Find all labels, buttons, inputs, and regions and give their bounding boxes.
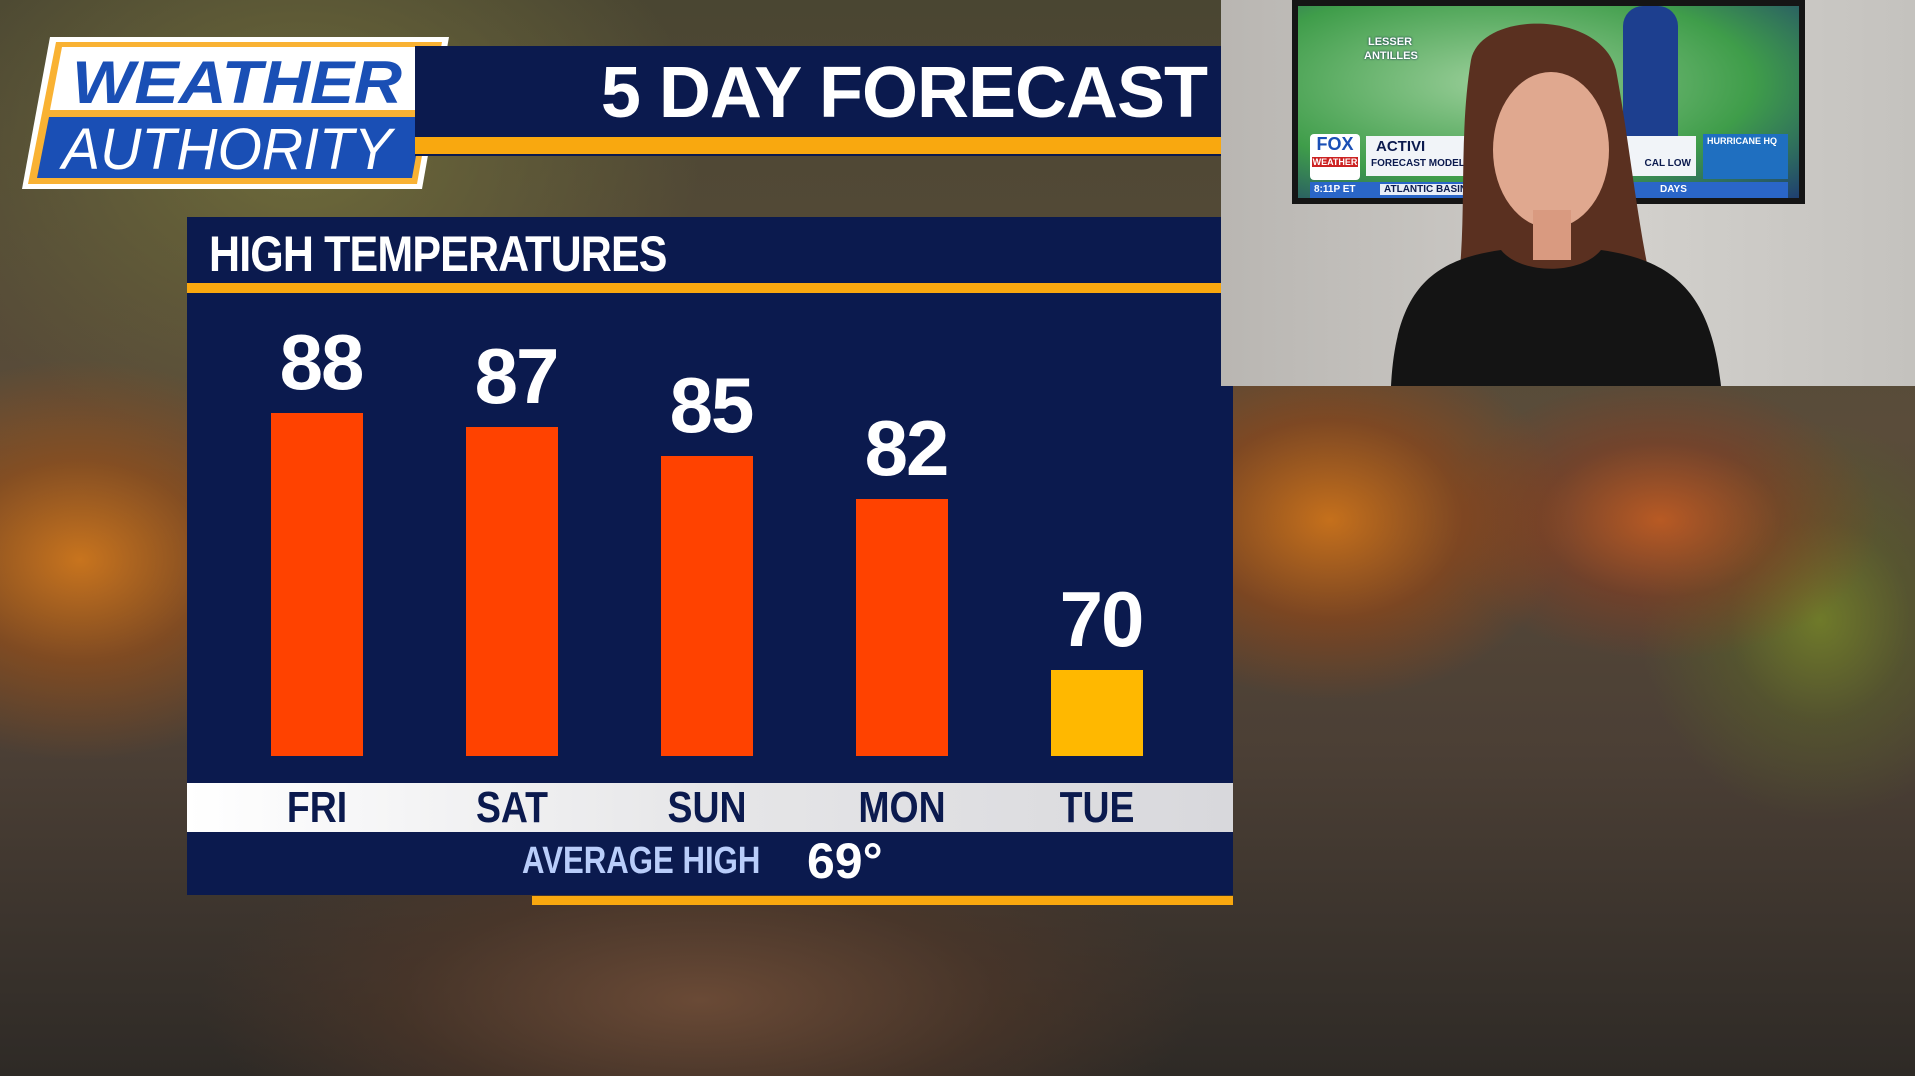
weather-authority-logo: WEATHER AUTHORITY: [22, 37, 449, 189]
day-label-sat: SAT: [475, 783, 549, 832]
forecast-banner: 5 DAY FORECAST: [415, 46, 1221, 156]
value-label: 82: [864, 403, 950, 492]
bar-fri: [271, 412, 363, 756]
panel-title: HIGH TEMPERATURES: [209, 226, 667, 282]
fox-weather-logo: FOX WEATHER: [1310, 134, 1360, 180]
bar-sun: [661, 455, 753, 756]
value-label: 87: [474, 332, 560, 421]
day-label-fri: FRI: [286, 783, 348, 832]
tv-hurricane-badge: HURRICANE HQ: [1703, 134, 1788, 179]
presenter-video-inset: LESSER ANTILLES FOX WEATHER ACTIVI FOREC…: [1221, 0, 1915, 386]
logo-line2: AUTHORITY: [59, 117, 396, 182]
average-high-value: 69°: [807, 833, 883, 889]
value-label: 85: [669, 360, 755, 449]
value-label: 88: [279, 317, 365, 406]
tv-brand: FOX: [1316, 134, 1354, 154]
day-label-mon: MON: [858, 783, 946, 832]
average-underline: [532, 896, 1233, 905]
banner-stripe: [415, 137, 1221, 154]
day-label-sun: SUN: [667, 783, 747, 832]
tv-badge-text: HURRICANE HQ: [1707, 136, 1778, 146]
bar-tue: [1051, 670, 1143, 756]
logo-line1: WEATHER: [72, 49, 402, 116]
panel-stripe: [187, 283, 1221, 293]
tv-map-label: ANTILLES: [1364, 50, 1418, 62]
presenter: [1391, 23, 1721, 386]
tv-presenter: [1623, 6, 1678, 136]
banner-title: 5 DAY FORECAST: [600, 53, 1208, 133]
tv-subline: CAL LOW: [1644, 158, 1691, 169]
tv-subline: FORECAST MODELS: [1371, 158, 1472, 169]
day-labels-band: FRI SAT SUN MON TUE: [187, 783, 1233, 832]
tv-ticker-text: ATLANTIC BASIN: [1380, 184, 1472, 195]
tv-map-label: LESSER: [1368, 36, 1413, 48]
tv-time: 8:11P ET: [1314, 184, 1356, 195]
panel-header: HIGH TEMPERATURES: [187, 217, 1221, 293]
value-label: 70: [1059, 575, 1145, 664]
tv-brand: WEATHER: [1312, 157, 1358, 167]
average-high-label: AVERAGE HIGH: [522, 840, 761, 882]
bar-mon: [856, 498, 948, 756]
tv-headline: ACTIVI: [1376, 138, 1426, 155]
tv-ticker-text: DAYS: [1660, 184, 1687, 195]
average-high-row: AVERAGE HIGH 69°: [187, 832, 1233, 895]
bar-sat: [466, 427, 558, 756]
day-label-tue: TUE: [1059, 783, 1135, 832]
